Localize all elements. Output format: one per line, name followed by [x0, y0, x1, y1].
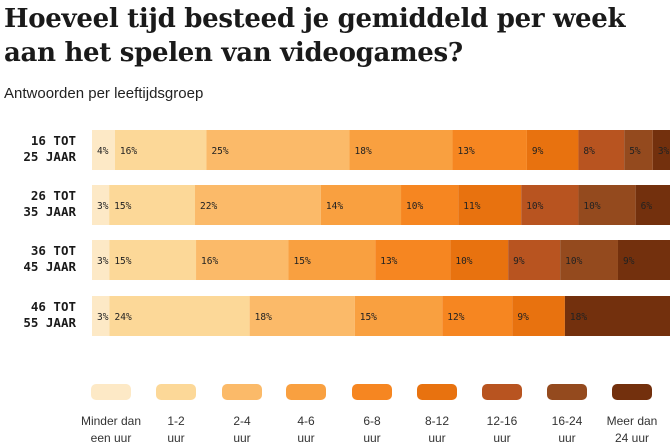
data-label: 18% — [255, 312, 272, 323]
bar-segment — [452, 130, 527, 170]
data-label: 13% — [380, 256, 397, 267]
bar-segment — [92, 130, 115, 170]
legend-label: Meer dan 24 uur — [607, 414, 658, 445]
data-label: 9% — [623, 256, 635, 267]
bar-segment — [92, 240, 110, 280]
bar-segment — [578, 130, 625, 170]
legend-swatch — [352, 384, 392, 400]
data-label: 6% — [641, 201, 653, 212]
chart-title: Hoeveel tijd besteed je gemiddeld per we… — [4, 4, 626, 68]
data-label: 18% — [355, 146, 372, 157]
data-label: 16% — [201, 256, 218, 267]
bar-segment — [375, 240, 451, 280]
data-label: 3% — [658, 146, 670, 157]
row-label: 26 TOT 35 JAAR — [23, 188, 76, 219]
data-label: 5% — [629, 146, 641, 157]
data-label: 10% — [583, 201, 600, 212]
data-label: 10% — [406, 201, 423, 212]
data-label: 11% — [463, 201, 480, 212]
legend-label: 4-6 uur — [297, 414, 315, 445]
data-label: 9% — [513, 256, 525, 267]
legend-label: 8-12 uur — [425, 414, 449, 445]
data-label: 3% — [97, 312, 109, 323]
row-label: 16 TOT 25 JAAR — [23, 133, 76, 164]
data-label: 15% — [294, 256, 311, 267]
legend-swatch — [91, 384, 131, 400]
bar-segment — [617, 240, 670, 280]
legend-swatch — [482, 384, 522, 400]
data-label: 9% — [532, 146, 544, 157]
bar-segment — [92, 185, 110, 225]
legend-swatch — [612, 384, 652, 400]
data-label: 12% — [447, 312, 464, 323]
data-label: 14% — [326, 201, 343, 212]
bar-segment — [354, 296, 443, 336]
bar-segment — [206, 130, 350, 170]
bar-segment — [560, 240, 618, 280]
bar-segment — [624, 130, 653, 170]
bar-segment — [92, 296, 110, 336]
data-label: 22% — [200, 201, 217, 212]
bar-segment — [249, 296, 355, 336]
bar-segment — [450, 240, 509, 280]
bar-segment — [109, 296, 250, 336]
bar-segment — [401, 185, 459, 225]
bar-segment — [564, 296, 670, 336]
legend-swatch — [286, 384, 326, 400]
data-label: 18% — [570, 312, 587, 323]
row-label: 36 TOT 45 JAAR — [23, 243, 76, 274]
data-label: 10% — [455, 256, 472, 267]
bar-segment — [288, 240, 376, 280]
data-label: 10% — [526, 201, 543, 212]
bar-segment — [635, 185, 670, 225]
legend-label: 12-16 uur — [487, 414, 518, 445]
bar-segment — [109, 240, 197, 280]
chart-subtitle: Antwoorden per leeftijdsgroep — [4, 85, 204, 102]
bar-segment — [526, 130, 579, 170]
data-label: 25% — [211, 146, 228, 157]
bar-segment — [508, 240, 561, 280]
legend-swatch — [547, 384, 587, 400]
data-label: 15% — [114, 201, 131, 212]
data-label: 3% — [97, 256, 109, 267]
bar-segment — [349, 130, 453, 170]
data-label: 8% — [583, 146, 595, 157]
bar-segment — [458, 185, 522, 225]
bar-segment — [578, 185, 636, 225]
data-label: 3% — [97, 201, 109, 212]
row-label: 46 TOT 55 JAAR — [23, 299, 76, 330]
data-label: 16% — [120, 146, 137, 157]
legend-label: 6-8 uur — [363, 414, 381, 445]
data-label: 15% — [114, 256, 131, 267]
bar-segment — [442, 296, 513, 336]
data-label: 24% — [115, 312, 132, 323]
data-label: 10% — [565, 256, 582, 267]
bar-segment — [521, 185, 579, 225]
data-label: 9% — [517, 312, 529, 323]
bar-segment — [109, 185, 196, 225]
bar-segment — [195, 185, 321, 225]
legend-label: 1-2 uur — [167, 414, 185, 445]
bar-segment — [512, 296, 565, 336]
bar-segment — [652, 130, 670, 170]
data-label: 13% — [458, 146, 475, 157]
bar-segment — [114, 130, 207, 170]
legend-label: 16-24 uur — [552, 414, 583, 445]
legend-swatch — [222, 384, 262, 400]
bar-segment — [196, 240, 289, 280]
legend-label: Minder dan een uur — [81, 414, 141, 445]
legend-swatch — [417, 384, 457, 400]
legend-swatch — [156, 384, 196, 400]
legend-label: 2-4 uur — [233, 414, 251, 445]
data-label: 15% — [360, 312, 377, 323]
data-label: 4% — [97, 146, 109, 157]
bar-segment — [320, 185, 402, 225]
